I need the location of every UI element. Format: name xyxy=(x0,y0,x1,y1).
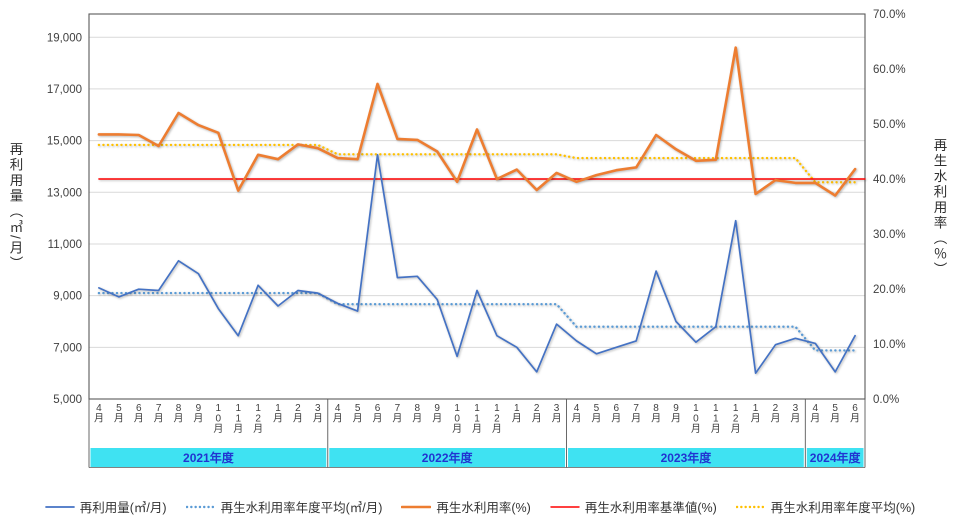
legend-item: 再生水利用率(%) xyxy=(401,497,531,516)
chart-canvas: 5,000 7,000 9,000 11,000 13,000 15,000 17,000 1… xyxy=(47,9,906,468)
left-axis-title: 再利用量（㎥/月） xyxy=(7,142,23,272)
left-axis-tick: 9,000 xyxy=(53,291,82,303)
series-line xyxy=(97,143,857,184)
right-axis-tick: 50.0% xyxy=(873,119,906,131)
right-axis-tick: 10.0% xyxy=(873,339,906,351)
series-line xyxy=(97,46,857,197)
left-axis-tick: 7,000 xyxy=(53,342,82,354)
fiscal-year-band xyxy=(329,448,566,467)
left-axis-tick: 11,000 xyxy=(48,239,82,251)
left-axis-tick: 5,000 xyxy=(53,394,82,406)
left-axis-tick: 13,000 xyxy=(47,187,82,199)
right-axis-tick: 70.0% xyxy=(873,9,906,21)
right-axis-tick: 0.0% xyxy=(873,394,899,406)
legend-item: 再生水利用率基準値(%) xyxy=(550,497,717,516)
fiscal-year-band xyxy=(806,448,864,467)
plot-border xyxy=(88,13,866,400)
fiscal-year-band xyxy=(90,448,327,467)
legend-swatch-line xyxy=(44,505,75,508)
series-line xyxy=(97,291,857,352)
fiscal-year-label: 2023年度 xyxy=(661,450,713,465)
fiscal-year-band xyxy=(568,448,804,467)
series-line xyxy=(98,153,856,375)
right-axis-title: 再生水利用率（％） xyxy=(931,138,947,278)
legend-swatch-dotted xyxy=(735,505,766,508)
legend-label: 再生水利用率年度平均(%) xyxy=(770,501,916,515)
fiscal-year-label: 2022年度 xyxy=(422,450,474,465)
legend-item: 再利用量(㎥/月) xyxy=(44,497,167,516)
legend-item: 再生水利用率年度平均(%) xyxy=(735,497,916,516)
legend-item: 再生水利用率年度平均(㎥/月) xyxy=(185,497,383,516)
legend-swatch-dotted xyxy=(185,505,216,508)
legend-label: 再生水利用率基準値(%) xyxy=(584,501,717,515)
legend-label: 再利用量(㎥/月) xyxy=(79,501,167,515)
legend-swatch-line xyxy=(550,505,580,508)
left-axis-tick: 19,000 xyxy=(47,32,82,44)
legend-label: 再生水利用率(%) xyxy=(436,501,531,515)
left-axis-tick: 15,000 xyxy=(47,136,82,148)
left-axis-tick: 17,000 xyxy=(47,84,82,96)
legend-label: 再生水利用率年度平均(㎥/月) xyxy=(220,501,383,515)
fiscal-year-label: 2021年度 xyxy=(183,450,235,465)
legend-swatch-line xyxy=(401,505,432,508)
legend: 再利用量(㎥/月) 再生水利用率年度平均(㎥/月) 再生水利用率(%) 再生水利用率基… xyxy=(0,497,960,516)
right-axis-tick: 40.0% xyxy=(873,174,906,186)
fiscal-year-label: 2024年度 xyxy=(810,450,862,465)
right-axis-tick: 20.0% xyxy=(873,284,906,296)
right-axis-tick: 30.0% xyxy=(873,229,906,241)
right-axis-tick: 60.0% xyxy=(873,64,906,76)
